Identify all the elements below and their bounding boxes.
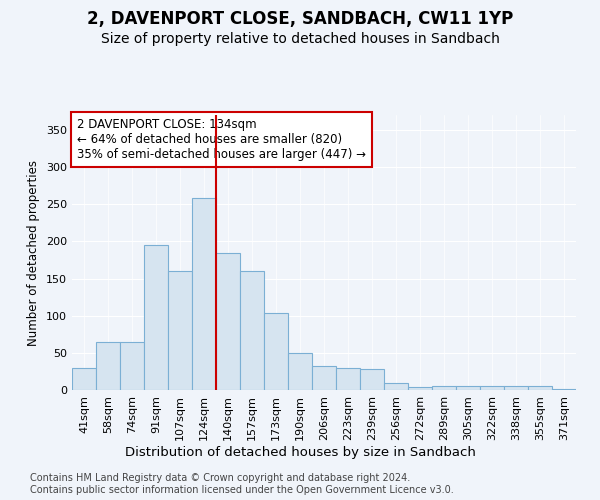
Text: 2, DAVENPORT CLOSE, SANDBACH, CW11 1YP: 2, DAVENPORT CLOSE, SANDBACH, CW11 1YP [87, 10, 513, 28]
Bar [72, 368, 96, 390]
Bar [480, 386, 504, 390]
Text: Contains HM Land Registry data © Crown copyright and database right 2024.
Contai: Contains HM Land Registry data © Crown c… [30, 474, 454, 495]
Text: Distribution of detached houses by size in Sandbach: Distribution of detached houses by size … [125, 446, 475, 459]
Text: Size of property relative to detached houses in Sandbach: Size of property relative to detached ho… [101, 32, 499, 46]
Bar [408, 387, 432, 390]
Bar [240, 271, 264, 390]
Bar [360, 369, 384, 390]
Bar [144, 245, 168, 390]
Bar [264, 314, 288, 390]
Bar [432, 386, 456, 390]
Text: 2 DAVENPORT CLOSE: 134sqm
← 64% of detached houses are smaller (820)
35% of semi: 2 DAVENPORT CLOSE: 134sqm ← 64% of detac… [77, 118, 366, 161]
Bar [120, 342, 144, 390]
Bar [528, 386, 552, 390]
Bar [288, 353, 312, 390]
Bar [168, 271, 192, 390]
Bar [552, 388, 576, 390]
Bar [96, 342, 120, 390]
Bar [192, 198, 216, 390]
Bar [384, 382, 408, 390]
Bar [312, 366, 336, 390]
Bar [336, 368, 360, 390]
Bar [504, 386, 528, 390]
Y-axis label: Number of detached properties: Number of detached properties [28, 160, 40, 346]
Bar [216, 252, 240, 390]
Bar [456, 386, 480, 390]
